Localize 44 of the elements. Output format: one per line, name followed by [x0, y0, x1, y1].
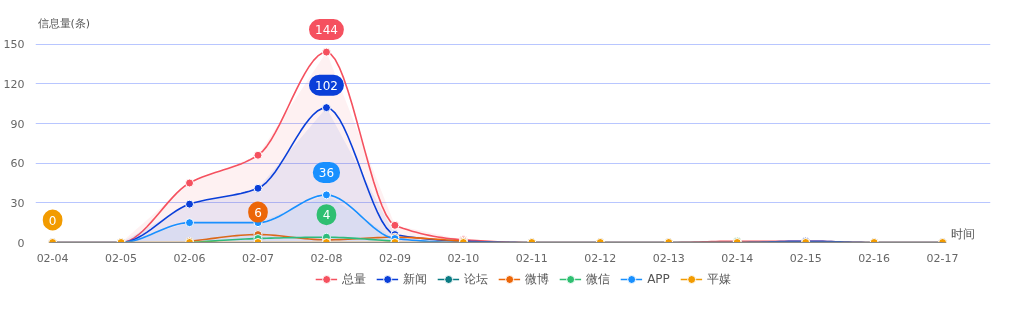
legend-label: 新闻 — [403, 270, 428, 288]
point — [253, 183, 263, 193]
x-tick-label: 02-05 — [105, 251, 138, 265]
x-tick-label: 02-07 — [242, 251, 274, 265]
point — [185, 218, 195, 228]
legend-label: 总量 — [342, 270, 367, 288]
point — [390, 220, 400, 230]
x-tick-label: 02-06 — [173, 251, 206, 265]
data-label: 6 — [254, 205, 262, 220]
y-tick-label: 30 — [10, 196, 25, 210]
legend-label: 平媒 — [706, 270, 731, 288]
x-tick-label: 02-12 — [584, 251, 617, 265]
data-label: 4 — [322, 208, 331, 223]
y-axis-title: 信息量(条) — [37, 17, 91, 31]
y-tick-label: 0 — [17, 236, 25, 250]
y-tick-label: 120 — [3, 77, 25, 91]
point — [185, 199, 195, 209]
legend-label: 论坛 — [464, 270, 489, 288]
point — [185, 178, 195, 188]
legend-label: APP — [647, 272, 670, 286]
legend-label: 微博 — [525, 270, 550, 288]
y-tick-label: 150 — [3, 38, 25, 52]
x-tick-label: 02-08 — [310, 251, 343, 265]
x-tick-label: 02-13 — [652, 251, 685, 265]
data-label: 102 — [315, 78, 338, 93]
data-label: 144 — [315, 23, 338, 38]
point — [321, 47, 331, 57]
x-axis-title: 时间 — [950, 226, 975, 241]
y-tick-label: 90 — [10, 117, 25, 131]
x-tick-label: 02-11 — [515, 251, 548, 265]
data-label: 36 — [318, 165, 335, 180]
point — [253, 150, 263, 160]
x-tick-label: 02-15 — [789, 251, 822, 265]
x-tick-label: 02-14 — [721, 251, 754, 265]
data-label: 0 — [48, 213, 57, 228]
x-tick-label: 02-16 — [858, 251, 891, 265]
x-tick-label: 02-04 — [36, 251, 69, 265]
point — [321, 103, 331, 113]
legend-label: 微信 — [586, 270, 611, 288]
x-tick-label: 02-17 — [926, 251, 959, 265]
x-tick-label: 02-09 — [378, 251, 411, 265]
x-tick-label: 02-10 — [447, 251, 480, 265]
point — [321, 190, 331, 200]
y-tick-label: 60 — [10, 157, 25, 171]
